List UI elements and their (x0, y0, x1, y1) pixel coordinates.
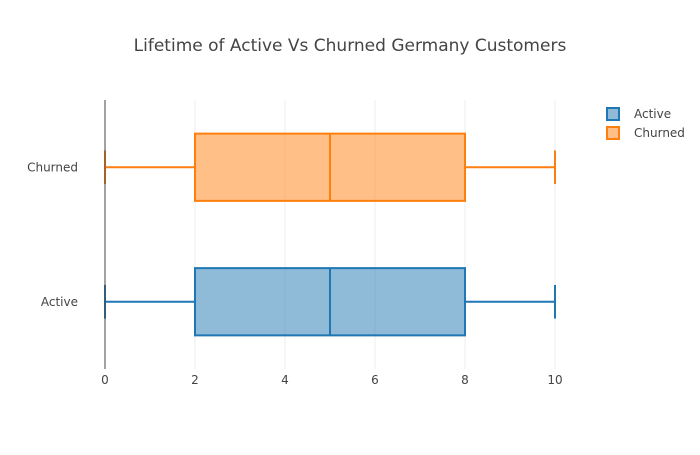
legend-label: Churned (634, 126, 685, 140)
axes-layer: 0 2 4 6 8 10 Active Churned (27, 100, 563, 387)
x-tick-label: 2 (191, 373, 199, 387)
legend-item-active[interactable]: Active (606, 107, 671, 121)
x-tick-label: 6 (371, 373, 379, 387)
x-tick-label: 10 (547, 373, 562, 387)
x-tick-label: 8 (461, 373, 469, 387)
box-active[interactable] (104, 267, 556, 337)
boxes-layer (104, 132, 556, 337)
x-tick-label: 0 (101, 373, 109, 387)
x-tick-label: 4 (281, 373, 289, 387)
legend-swatch (606, 126, 620, 140)
box-churned[interactable] (104, 132, 556, 202)
legend-label: Active (634, 107, 671, 121)
y-category-label: Active (41, 295, 78, 309)
legend-item-churned[interactable]: Churned (606, 126, 685, 140)
legend[interactable]: Active Churned (606, 107, 685, 140)
legend-swatch (606, 107, 620, 121)
chart-title: Lifetime of Active Vs Churned Germany Cu… (134, 36, 567, 56)
y-category-label: Churned (27, 160, 78, 174)
